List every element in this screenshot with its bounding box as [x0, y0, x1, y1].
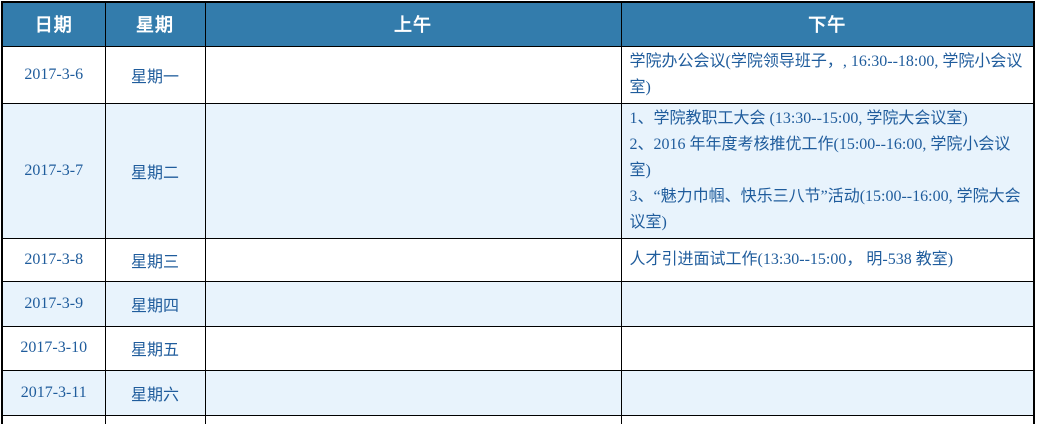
date-cell: 2017-3-11 [1, 369, 106, 416]
schedule-entry: 学院办公会议(学院领导班子，, 16:30--18:00, 学院小会议室) [629, 52, 1023, 96]
schedule-entry: 2、2016 年年度考核推优工作(15:00--16:00, 学院小会议室) [629, 135, 1011, 179]
afternoon-cell: 1、学院教职工大会 (13:30--15:00, 学院大会议室) 2、2016 … [620, 102, 1035, 239]
afternoon-cell: 学院办公会议(学院领导班子，, 16:30--18:00, 学院小会议室) [620, 45, 1035, 104]
header-row: 日期 星期 上午 下午 [1, 1, 1035, 47]
header-afternoon: 下午 [620, 1, 1035, 47]
morning-cell [204, 45, 622, 104]
afternoon-cell [620, 325, 1035, 371]
morning-cell [204, 237, 622, 282]
weekday-cell: 星期五 [104, 325, 206, 371]
weekday-cell: 星期一 [104, 45, 206, 104]
morning-cell [204, 280, 622, 327]
weekday-cell: 星期日 [104, 414, 206, 424]
schedule-entry: 1、学院教职工大会 (13:30--15:00, 学院大会议室) [629, 109, 968, 127]
afternoon-cell [620, 369, 1035, 416]
date-cell: 2017-3-9 [1, 280, 106, 327]
afternoon-cell: 人才引进面试工作(13:30--15:00， 明-538 教室) [620, 237, 1035, 282]
date-cell: 2017-3-6 [1, 45, 106, 104]
weekday-cell: 星期三 [104, 237, 206, 282]
table-row-2017-3-6: 2017-3-6 星期一 学院办公会议(学院领导班子，, 16:30--18:0… [1, 45, 1035, 104]
schedule-entry: 人才引进面试工作(13:30--15:00， 明-538 教室) [629, 250, 954, 268]
table-row-2017-3-7: 2017-3-7 星期二 1、学院教职工大会 (13:30--15:00, 学院… [1, 102, 1035, 239]
header-morning: 上午 [204, 1, 622, 47]
weekday-cell: 星期四 [104, 280, 206, 327]
table-row-2017-3-8: 2017-3-8 星期三 人才引进面试工作(13:30--15:00， 明-53… [1, 237, 1035, 282]
afternoon-cell [620, 414, 1035, 424]
table-row-2017-3-10: 2017-3-10 星期五 [1, 325, 1035, 371]
schedule-entry: 3、“魅力巾帼、快乐三八节”活动(15:00--16:00, 学院大会议室) [629, 187, 1021, 231]
weekday-cell: 星期二 [104, 102, 206, 239]
morning-cell [204, 414, 622, 424]
date-cell: 2017-3-7 [1, 102, 106, 239]
header-weekday: 星期 [104, 1, 206, 47]
header-date: 日期 [1, 1, 106, 47]
table-row-2017-3-9: 2017-3-9 星期四 [1, 280, 1035, 327]
table-row-2017-3-12: 2017-3-12 星期日 [1, 414, 1035, 424]
table-row-2017-3-11: 2017-3-11 星期六 [1, 369, 1035, 416]
morning-cell [204, 102, 622, 239]
date-cell: 2017-3-10 [1, 325, 106, 371]
afternoon-cell [620, 280, 1035, 327]
date-cell: 2017-3-8 [1, 237, 106, 282]
morning-cell [204, 369, 622, 416]
date-cell: 2017-3-12 [1, 414, 106, 424]
weekday-cell: 星期六 [104, 369, 206, 416]
morning-cell [204, 325, 622, 371]
